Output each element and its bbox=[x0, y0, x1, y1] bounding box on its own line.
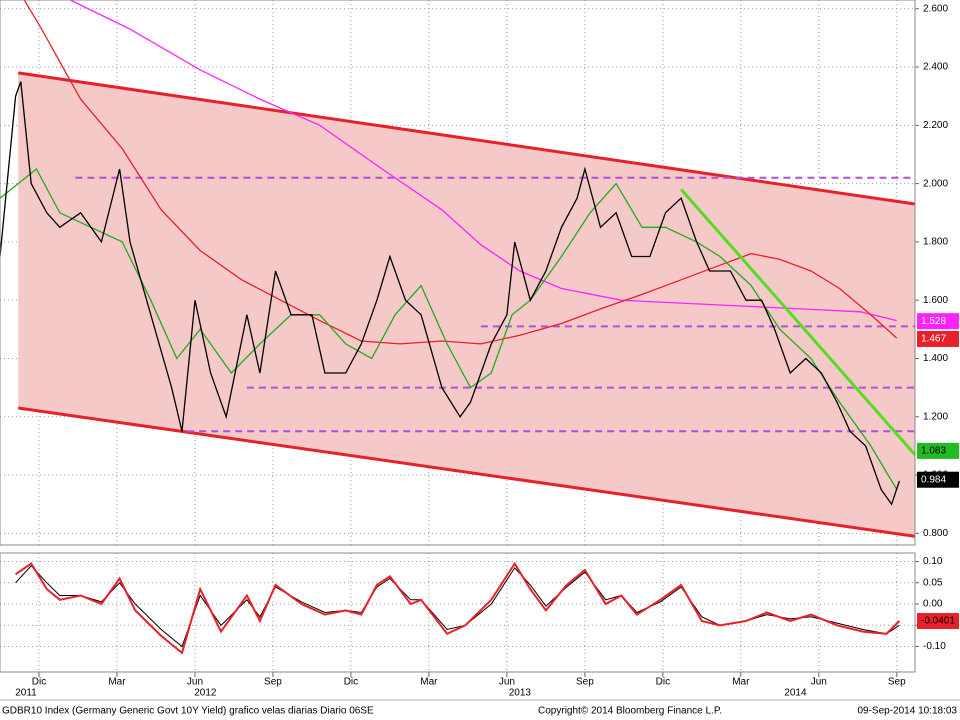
last-value-box bbox=[917, 613, 959, 630]
last-value-box bbox=[917, 471, 959, 488]
series-line bbox=[0, 168, 898, 490]
last-value-box bbox=[917, 330, 959, 347]
last-value-box bbox=[917, 442, 959, 459]
x-year-label: 2011 bbox=[15, 688, 37, 699]
x-tick-label: Jun bbox=[811, 677, 827, 688]
y-tick-label: 0.00 bbox=[923, 599, 943, 610]
main-frame bbox=[0, 0, 916, 546]
y-tick-label: 2.400 bbox=[923, 62, 948, 73]
last-value-label: -0.0401 bbox=[921, 616, 955, 627]
x-year-label: 2013 bbox=[509, 688, 532, 699]
series-line bbox=[69, 0, 897, 322]
x-tick-label: Jun bbox=[187, 677, 203, 688]
x-tick-label: Mar bbox=[108, 677, 126, 688]
footer-right: 09-Sep-2014 10:18:03 bbox=[857, 706, 957, 717]
series-line bbox=[0, 81, 901, 506]
x-tick-label: Dic bbox=[344, 677, 358, 688]
last-value-box bbox=[917, 313, 959, 330]
x-year-label: 2014 bbox=[784, 688, 807, 699]
last-value-label: 1.467 bbox=[921, 334, 946, 345]
x-year-label: 2012 bbox=[194, 688, 217, 699]
x-tick-label: Dic bbox=[656, 677, 670, 688]
y-tick-label: 1.400 bbox=[923, 353, 948, 364]
y-tick-label: 1.800 bbox=[923, 237, 948, 248]
channel-upper bbox=[17, 71, 915, 206]
x-tick-label: Dic bbox=[32, 677, 46, 688]
osc-frame bbox=[0, 552, 916, 673]
y-tick-label: 0.05 bbox=[923, 577, 943, 588]
footer-center: Copyright© 2014 Bloomberg Finance L.P. bbox=[538, 706, 722, 717]
series-line bbox=[23, 0, 898, 345]
channel-lower bbox=[17, 406, 915, 538]
last-value-label: 1.528 bbox=[921, 316, 946, 327]
x-tick-label: Sep bbox=[888, 677, 906, 688]
y-tick-label: 2.000 bbox=[923, 178, 948, 189]
y-tick-label: 2.600 bbox=[923, 3, 948, 14]
y-tick-label: -0.10 bbox=[923, 641, 946, 652]
x-tick-label: Sep bbox=[264, 677, 282, 688]
y-tick-label: 1.200 bbox=[923, 411, 948, 422]
y-tick-label: 0.10 bbox=[923, 556, 943, 567]
y-tick-label: 2.200 bbox=[923, 120, 948, 131]
x-tick-label: Mar bbox=[732, 677, 750, 688]
x-tick-label: Sep bbox=[576, 677, 594, 688]
oscillator-line bbox=[15, 561, 901, 655]
channel-fill bbox=[18, 72, 915, 537]
trend-line bbox=[679, 188, 915, 456]
y-tick-label: 0.800 bbox=[923, 528, 948, 539]
last-value-label: 0.984 bbox=[921, 474, 946, 485]
last-value-label: 1.083 bbox=[921, 446, 946, 457]
y-tick-label: 1.600 bbox=[923, 295, 948, 306]
x-tick-label: Jun bbox=[499, 677, 515, 688]
x-tick-label: Mar bbox=[420, 677, 438, 688]
footer-left: GDBR10 Index (Germany Generic Govt 10Y Y… bbox=[2, 706, 374, 717]
oscillator-line bbox=[15, 565, 900, 648]
